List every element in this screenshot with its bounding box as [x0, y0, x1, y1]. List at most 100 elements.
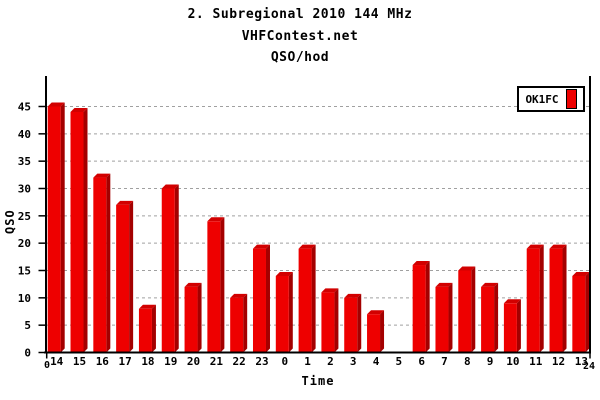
- legend-label: OK1FC: [525, 92, 559, 106]
- y-tick-label-10: 10: [18, 292, 31, 305]
- bar-top-face-h8: [458, 266, 476, 271]
- x-tick-label-h22: 22: [233, 355, 246, 368]
- x-tick-label-h11: 11: [529, 355, 543, 368]
- x-tick-label-h0: 0: [281, 355, 288, 368]
- bar-h19: [161, 188, 175, 353]
- bar-h0: [275, 275, 289, 353]
- x-tick-label-h6: 6: [418, 355, 425, 368]
- x-tick-label-h12: 12: [552, 355, 565, 368]
- bar-h21: [207, 221, 221, 353]
- x-tick-label-h1: 1: [304, 355, 311, 368]
- y-tick-label-45: 45: [18, 100, 31, 113]
- x-tick-label-h14: 14: [50, 355, 64, 368]
- bar-h7: [435, 286, 449, 353]
- bar-top-face-h0: [275, 271, 293, 276]
- x-axis-start-label: 0: [44, 360, 50, 371]
- bar-h12: [549, 248, 563, 353]
- bar-h17: [116, 204, 130, 353]
- bar-side-face-h10: [516, 299, 521, 353]
- x-tick-label-h23: 23: [255, 355, 268, 368]
- bar-top-face-h13: [572, 271, 590, 276]
- legend-box: OK1FC: [517, 86, 585, 112]
- chart-subtitle: VHFContest.net: [241, 29, 359, 44]
- chart-title: 2. Subregional 2010 144 MHz: [187, 7, 413, 22]
- x-tick-label-h8: 8: [464, 355, 471, 368]
- bar-side-face-h1: [311, 244, 316, 353]
- bar-top-face-h17: [116, 200, 134, 205]
- bar-top-face-h14: [47, 102, 65, 107]
- x-tick-label-h5: 5: [396, 355, 403, 368]
- bar-top-face-h16: [93, 173, 111, 178]
- bar-side-face-h9: [494, 282, 499, 353]
- bar-h16: [93, 177, 107, 353]
- bar-top-face-h22: [230, 293, 248, 298]
- bar-h13: [572, 275, 586, 353]
- bar-side-face-h2: [334, 288, 339, 353]
- bar-side-face-h17: [129, 200, 134, 353]
- x-tick-label-h10: 10: [506, 355, 519, 368]
- legend-swatch: [565, 89, 577, 109]
- bar-top-face-h1: [298, 244, 316, 249]
- bar-top-face-h20: [184, 282, 202, 287]
- bar-h10: [503, 303, 517, 353]
- bar-h22: [230, 297, 244, 353]
- bar-top-face-h19: [161, 184, 179, 189]
- bar-side-face-h4: [380, 310, 385, 353]
- bar-side-face-h7: [448, 282, 453, 353]
- x-tick-label-h18: 18: [141, 355, 154, 368]
- bar-top-face-h3: [344, 293, 362, 298]
- y-tick-label-30: 30: [18, 182, 31, 195]
- x-tick-label-h2: 2: [327, 355, 334, 368]
- bar-h6: [412, 265, 426, 353]
- x-tick-label-h21: 21: [210, 355, 224, 368]
- bar-top-face-h6: [412, 261, 430, 266]
- y-tick-label-40: 40: [18, 128, 31, 141]
- y-tick-label-0: 0: [24, 347, 31, 360]
- x-tick-label-h9: 9: [487, 355, 494, 368]
- y-tick-label-15: 15: [18, 264, 31, 277]
- bar-side-face-h15: [83, 107, 88, 353]
- bar-top-face-h21: [207, 217, 225, 222]
- bar-side-face-h11: [539, 244, 544, 353]
- bar-h18: [138, 308, 152, 353]
- y-tick-label-35: 35: [18, 155, 31, 168]
- x-tick-label-h7: 7: [441, 355, 448, 368]
- bar-h8: [458, 270, 472, 353]
- bar-top-face-h12: [549, 244, 567, 249]
- bar-side-face-h13: [585, 271, 590, 353]
- chart-subtitle-units: QSO/hod: [270, 50, 330, 65]
- bar-top-face-h18: [138, 304, 156, 309]
- bar-h20: [184, 286, 198, 353]
- x-axis-title: Time: [301, 374, 335, 388]
- bar-h4: [367, 314, 381, 353]
- bar-side-face-h20: [197, 282, 202, 353]
- bar-top-face-h2: [321, 288, 339, 293]
- bar-side-face-h16: [106, 173, 111, 353]
- x-tick-label-h17: 17: [119, 355, 132, 368]
- x-tick-label-h13: 13: [575, 355, 588, 368]
- bar-h23: [252, 248, 266, 353]
- bar-side-face-h22: [243, 293, 248, 353]
- bar-h2: [321, 292, 335, 353]
- x-tick-label-h20: 20: [187, 355, 200, 368]
- bar-side-face-h12: [562, 244, 567, 353]
- bar-h11: [526, 248, 540, 353]
- bar-top-face-h10: [503, 299, 521, 304]
- bar-side-face-h23: [265, 244, 270, 353]
- bar-top-face-h7: [435, 282, 453, 287]
- bar-side-face-h14: [60, 102, 65, 353]
- bar-side-face-h6: [425, 261, 430, 353]
- bar-top-face-h4: [367, 310, 385, 315]
- bar-side-face-h19: [174, 184, 179, 353]
- bar-h3: [344, 297, 358, 353]
- bar-side-face-h8: [471, 266, 476, 353]
- x-axis-end-label: 24: [583, 361, 595, 372]
- bar-top-face-h15: [70, 107, 88, 112]
- bar-top-face-h23: [252, 244, 270, 249]
- bar-top-face-h11: [526, 244, 544, 249]
- bar-side-face-h18: [151, 304, 156, 353]
- x-tick-label-h16: 16: [96, 355, 110, 368]
- bar-side-face-h21: [220, 217, 225, 353]
